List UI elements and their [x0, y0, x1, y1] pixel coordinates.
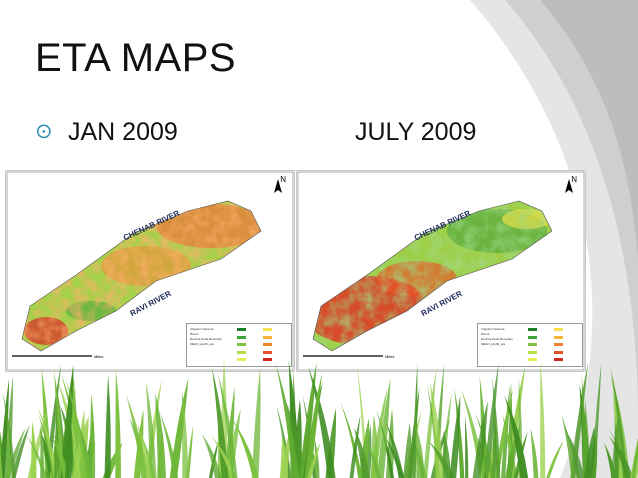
grass-decoration — [0, 359, 638, 478]
legend-swatch — [554, 343, 563, 346]
legend-swatch — [528, 335, 537, 339]
scale-unit-label: Miles — [94, 354, 104, 359]
legend-entry: Rivers — [481, 332, 490, 336]
legend-swatch — [263, 328, 272, 331]
legend-entry: Rechna Doab Boundary — [190, 337, 223, 341]
legend-swatch — [554, 350, 563, 354]
map-label-jan: JAN 2009 — [68, 118, 178, 146]
legend-swatch — [528, 328, 537, 331]
legend-swatch — [237, 328, 246, 331]
legend-swatch — [263, 335, 272, 339]
legend-jan: Irrigation Network Rivers Rechna Doab Bo… — [186, 323, 292, 367]
legend-swatch — [263, 358, 272, 361]
legend-entry: Rivers — [190, 332, 199, 336]
legend-entry: Irrigation Network — [190, 327, 214, 331]
legend-swatch — [554, 335, 563, 339]
legend-swatch — [263, 350, 272, 354]
legend-swatch — [554, 328, 563, 331]
legend-swatch — [237, 358, 246, 361]
slide-title: ETA MAPS — [35, 36, 237, 80]
legend-swatch — [263, 343, 272, 346]
eta-map-july: CHENAB RIVER RAVI RIVER N Miles Irrigati… — [296, 170, 586, 372]
legend-entry: Irrigation Network — [481, 327, 505, 331]
north-arrow-label: N — [571, 175, 577, 184]
legend-swatch — [237, 350, 246, 354]
scale-unit-label: Miles — [385, 354, 395, 359]
circle-target-bullet-icon: ⊙ — [35, 120, 53, 143]
legend-entry: Rechna Doab Boundary — [481, 337, 514, 341]
north-arrow-label: N — [280, 175, 286, 184]
eta-map-jan: CHENAB RIVER RAVI RIVER N Miles Irrigati… — [5, 170, 295, 372]
legend-title: MEAN_july09_eta — [481, 342, 506, 346]
legend-july: Irrigation Network Rivers Rechna Doab Bo… — [477, 323, 583, 367]
legend-swatch — [528, 350, 537, 354]
legend-swatch — [237, 335, 246, 339]
legend-swatch — [528, 358, 537, 361]
map-label-july: JULY 2009 — [355, 118, 477, 146]
legend-title: MEAN_jan09_eta — [190, 342, 214, 346]
legend-swatch — [528, 343, 537, 346]
legend-swatch — [237, 343, 246, 346]
legend-swatch — [554, 358, 563, 361]
